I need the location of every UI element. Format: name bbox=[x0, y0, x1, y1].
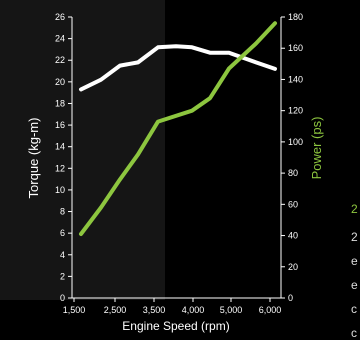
y-left-tick-label: 8 bbox=[60, 207, 65, 217]
y-left-tick-label: 22 bbox=[55, 55, 65, 65]
y-left-tick-label: 20 bbox=[55, 77, 65, 87]
side-text-line: e bbox=[351, 278, 358, 292]
x-tick-label: 6,000 bbox=[259, 305, 282, 315]
y-right-tick-label: 60 bbox=[288, 199, 298, 209]
torque-series-line bbox=[79, 44, 277, 92]
y-right-tick-label: 100 bbox=[288, 137, 303, 147]
y-axis-left-label: Torque (kg-m) bbox=[26, 118, 41, 199]
side-text-line: c bbox=[351, 302, 357, 316]
y-left-tick-label: 14 bbox=[55, 142, 65, 152]
chart-axes: 0246810121416182022242602040608010012014… bbox=[55, 12, 303, 315]
y-left-tick-label: 24 bbox=[55, 34, 65, 44]
y-right-tick-label: 0 bbox=[288, 293, 293, 303]
plot-background bbox=[0, 0, 165, 300]
y-left-tick-label: 4 bbox=[60, 250, 65, 260]
side-text-line: 2 bbox=[351, 230, 358, 244]
y-axis-right-label: Power (ps) bbox=[309, 117, 324, 180]
y-left-tick-label: 18 bbox=[55, 98, 65, 108]
y-right-tick-label: 80 bbox=[288, 168, 298, 178]
side-text-line: c bbox=[351, 326, 357, 340]
y-left-tick-label: 12 bbox=[55, 163, 65, 173]
x-axis-label: Engine Speed (rpm) bbox=[122, 319, 229, 333]
side-text-line: e bbox=[351, 254, 358, 268]
x-tick-label: 3,500 bbox=[143, 305, 166, 315]
x-tick-label: 2,500 bbox=[104, 305, 127, 315]
side-heading: 2 bbox=[351, 202, 358, 216]
y-right-tick-label: 160 bbox=[288, 43, 303, 53]
y-left-tick-label: 6 bbox=[60, 228, 65, 238]
y-right-tick-label: 180 bbox=[288, 12, 303, 22]
y-right-tick-label: 40 bbox=[288, 231, 298, 241]
y-right-tick-label: 140 bbox=[288, 74, 303, 84]
x-tick-label: 1,500 bbox=[63, 305, 86, 315]
y-left-tick-label: 16 bbox=[55, 120, 65, 130]
y-left-tick-label: 26 bbox=[55, 12, 65, 22]
chart-series bbox=[79, 21, 277, 236]
y-left-tick-label: 10 bbox=[55, 185, 65, 195]
y-left-tick-label: 0 bbox=[60, 293, 65, 303]
y-left-tick-label: 2 bbox=[60, 271, 65, 281]
x-tick-label: 4,000 bbox=[182, 305, 205, 315]
y-right-tick-label: 20 bbox=[288, 262, 298, 272]
power-series-line bbox=[79, 21, 277, 236]
y-right-tick-label: 120 bbox=[288, 106, 303, 116]
x-tick-label: 5,000 bbox=[220, 305, 243, 315]
